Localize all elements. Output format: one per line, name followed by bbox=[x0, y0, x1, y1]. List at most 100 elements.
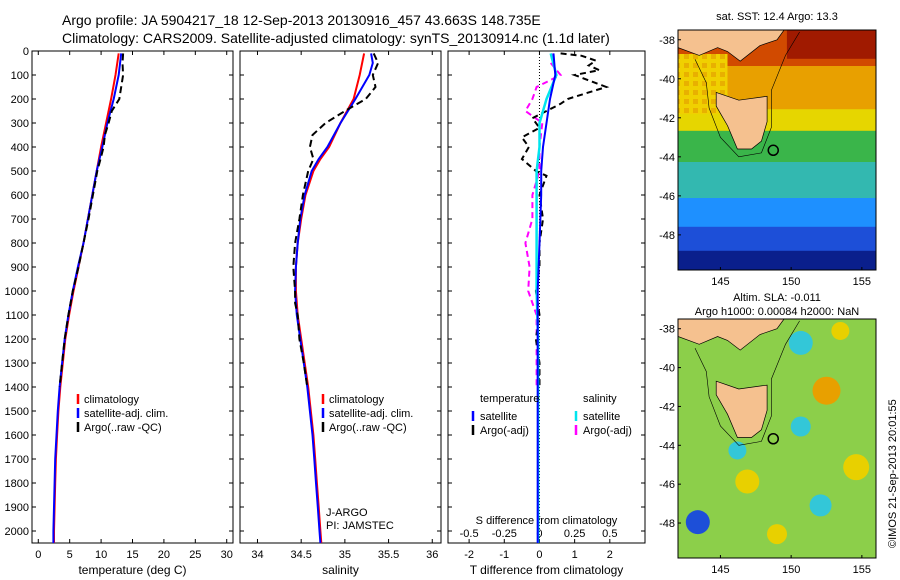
y-tick-label: 200 bbox=[11, 94, 29, 106]
mainland bbox=[677, 318, 785, 351]
copyright-stamp: ©IMOS 21-Sep-2013 20:01:55 bbox=[887, 399, 899, 548]
series-temperature-argo bbox=[520, 52, 610, 387]
shelf-contour bbox=[694, 320, 800, 446]
x-tick-label: 10 bbox=[95, 549, 107, 561]
argo-float-marker bbox=[767, 144, 780, 157]
y-tick-label: 600 bbox=[11, 190, 29, 202]
lat-tick-label: -38 bbox=[659, 324, 675, 336]
lon-tick-label: 150 bbox=[782, 276, 800, 288]
y-tick-label: 1100 bbox=[5, 310, 29, 322]
annotation: J-ARGO bbox=[326, 507, 368, 519]
y-tick-label: 0 bbox=[23, 46, 29, 58]
argo-float-marker bbox=[767, 433, 780, 445]
legend-label: satellite bbox=[480, 411, 517, 423]
x-tick-label: 5 bbox=[67, 549, 73, 561]
x-tick-label: 30 bbox=[221, 549, 233, 561]
y-tick-label: 700 bbox=[11, 214, 29, 226]
y-tick-label: 1400 bbox=[5, 382, 29, 394]
map-title: Altim. SLA: -0.011 bbox=[733, 292, 821, 304]
sst-warm-patch bbox=[786, 30, 876, 59]
x-tick-label: -2 bbox=[464, 549, 474, 561]
lat-tick-label: -38 bbox=[659, 35, 675, 47]
sla-blob bbox=[728, 441, 747, 460]
sla-blob bbox=[685, 510, 710, 535]
series-argo bbox=[292, 52, 380, 388]
y-tick-label: 100 bbox=[11, 70, 29, 82]
x-tick-label: 20 bbox=[158, 549, 170, 561]
x-tick-label: 0 bbox=[536, 549, 542, 561]
lat-tick-label: -48 bbox=[659, 518, 675, 530]
y-tick-label: 1600 bbox=[5, 430, 29, 442]
x-top-tick-label: 0 bbox=[536, 528, 542, 540]
title-line-2: Climatology: CARS2009. Satellite-adjuste… bbox=[62, 30, 610, 46]
x-tick-label: 1 bbox=[572, 549, 578, 561]
x-top-axis-label: S difference from climatology bbox=[476, 515, 618, 527]
y-tick-label: 1700 bbox=[5, 454, 29, 466]
sla-blob bbox=[843, 454, 870, 481]
legend-title-temperature: temperature bbox=[480, 393, 539, 405]
series-temperature-satellite bbox=[536, 53, 557, 543]
sla-blob bbox=[790, 416, 811, 437]
legend-title-salinity: salinity bbox=[583, 393, 617, 405]
y-tick-label: 800 bbox=[11, 238, 29, 250]
sla-blob bbox=[788, 330, 813, 355]
map-sla: Altim. SLA: -0.011 Argo h1000: 0.00084 h2… bbox=[659, 292, 877, 576]
x-tick-label: 34.5 bbox=[290, 549, 311, 561]
panel-frame bbox=[239, 50, 442, 544]
lat-tick-label: -46 bbox=[659, 191, 675, 203]
x-top-tick-label: 0.5 bbox=[602, 528, 617, 540]
y-tick-label: 1900 bbox=[5, 502, 29, 514]
sst-band bbox=[678, 250, 876, 271]
mainland bbox=[677, 29, 785, 62]
map-title: sat. SST: 12.4 Argo: 13.3 bbox=[716, 11, 838, 23]
panel-frame bbox=[31, 50, 234, 544]
legend-label: Argo(..raw -QC) bbox=[84, 422, 162, 434]
y-tick-label: 1300 bbox=[5, 358, 29, 370]
lon-tick-label: 155 bbox=[853, 564, 871, 576]
x-tick-label: 35 bbox=[339, 549, 351, 561]
x-axis-label: temperature (deg C) bbox=[78, 563, 186, 577]
sla-blob bbox=[809, 494, 832, 517]
legend-label: satellite-adj. clim. bbox=[84, 408, 168, 420]
x-top-tick-label: -0.5 bbox=[460, 528, 479, 540]
y-tick-label: 1500 bbox=[5, 406, 29, 418]
x-tick-label: 25 bbox=[189, 549, 201, 561]
legend-label: climatology bbox=[329, 394, 385, 406]
panel-2: 34 34.5 35 35.5 36 salinity climatology satelli… bbox=[239, 50, 442, 577]
lat-tick-label: -42 bbox=[659, 401, 675, 413]
y-tick-label: 500 bbox=[11, 166, 29, 178]
legend-label: Argo(-adj) bbox=[583, 425, 632, 437]
lon-tick-label: 145 bbox=[711, 276, 729, 288]
sla-blob bbox=[767, 524, 787, 545]
x-axis-label: T difference from climatology bbox=[470, 563, 624, 577]
y-tick-label: 2000 bbox=[5, 526, 29, 538]
y-tick-label: 1200 bbox=[5, 334, 29, 346]
legend-label: Argo(-adj) bbox=[480, 425, 529, 437]
series-satellite bbox=[294, 53, 374, 544]
x-axis-label: salinity bbox=[322, 563, 359, 577]
y-tick-label: 400 bbox=[11, 142, 29, 154]
sst-band bbox=[678, 162, 876, 199]
title-line-1: Argo profile: JA 5904217_18 12-Sep-2013 … bbox=[62, 12, 541, 28]
map-frame bbox=[677, 29, 877, 271]
x-tick-label: 36 bbox=[426, 549, 438, 561]
tasmania bbox=[715, 91, 768, 150]
x-tick-label: 2 bbox=[607, 549, 613, 561]
lat-tick-label: -42 bbox=[659, 113, 675, 125]
panel-frame bbox=[447, 50, 646, 544]
lat-tick-label: -44 bbox=[659, 152, 675, 164]
sla-blob bbox=[831, 321, 850, 340]
x-tick-label: 15 bbox=[126, 549, 138, 561]
series-argo bbox=[58, 53, 125, 388]
legend-label: Argo(..raw -QC) bbox=[329, 422, 407, 434]
x-tick-label: 0 bbox=[35, 549, 41, 561]
sst-band bbox=[678, 226, 876, 252]
panel-1: 0100200300400500600700800900100011001200… bbox=[5, 46, 234, 577]
lat-tick-label: -48 bbox=[659, 230, 675, 242]
panel-3: -2 -1 0 1 2 T difference from climatology -0.5… bbox=[447, 50, 646, 577]
lat-tick-label: -40 bbox=[659, 363, 675, 375]
x-top-tick-label: 0.25 bbox=[564, 528, 585, 540]
tasmania bbox=[715, 380, 768, 438]
map-sst: sat. SST: 12.4 Argo: 13.3 -38 -40 -42 -44 -46… bbox=[659, 11, 877, 288]
